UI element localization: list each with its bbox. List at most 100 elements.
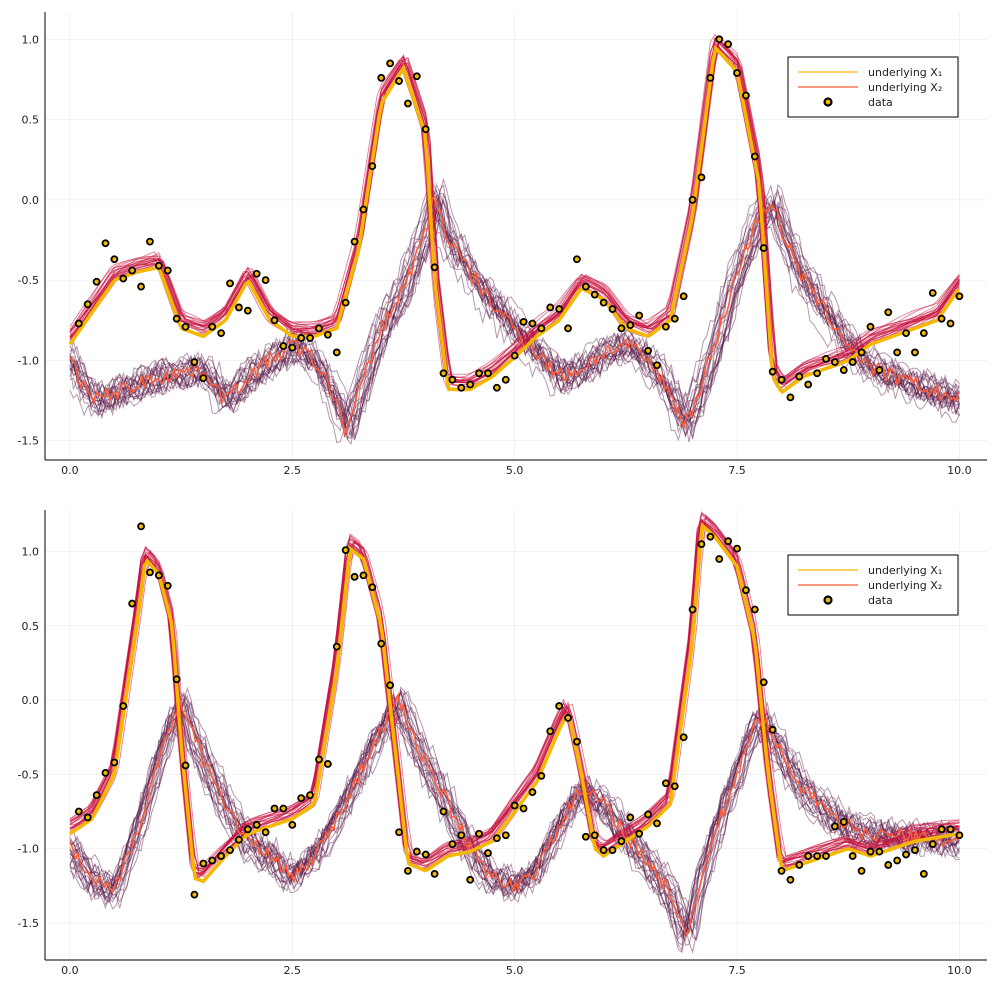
data-point xyxy=(110,255,119,264)
data-point xyxy=(537,771,546,780)
data-point xyxy=(101,768,110,777)
data-point xyxy=(724,537,733,546)
data-point xyxy=(902,850,910,859)
data-point xyxy=(839,366,848,374)
data-point xyxy=(599,298,608,307)
data-point xyxy=(279,804,288,813)
data-point xyxy=(341,298,350,307)
data-point xyxy=(501,831,510,840)
data-point xyxy=(724,40,733,49)
data-point xyxy=(350,572,359,581)
underlying-x1-line xyxy=(68,522,959,884)
data-point xyxy=(181,761,190,770)
data-point xyxy=(564,324,572,333)
ensemble-x1-line xyxy=(69,43,960,384)
ensemble-x2-line xyxy=(69,700,960,937)
legend-label: underlying X₁ xyxy=(868,564,942,577)
data-point xyxy=(74,319,83,328)
data-point xyxy=(439,369,448,378)
data-point xyxy=(430,263,439,272)
data-point xyxy=(581,832,590,841)
data-point xyxy=(653,819,661,828)
y-tick-label: -1.5 xyxy=(18,435,39,448)
data-point xyxy=(306,334,314,342)
x-tick-label: 0.0 xyxy=(61,964,79,977)
y-tick-label: 0.0 xyxy=(22,194,40,207)
data-point xyxy=(617,837,626,846)
data-point xyxy=(492,834,501,843)
data-point xyxy=(279,342,288,350)
data-point xyxy=(804,852,813,860)
data-point xyxy=(884,861,893,869)
data-point xyxy=(163,581,172,590)
data-point xyxy=(679,292,688,301)
x-tick-label: 2.5 xyxy=(284,464,302,477)
data-point xyxy=(457,383,466,392)
data-point xyxy=(92,791,101,800)
data-point xyxy=(421,125,430,134)
ensemble-x2-line xyxy=(69,713,960,955)
data-point xyxy=(315,324,323,333)
data-point xyxy=(288,343,297,352)
data-point xyxy=(937,314,946,323)
data-point xyxy=(768,725,777,734)
legend-label: underlying X₂ xyxy=(868,81,942,94)
data-point xyxy=(875,847,884,856)
data-point xyxy=(297,334,306,342)
legend-label: data xyxy=(868,594,893,607)
ensemble-x1-line xyxy=(69,519,960,874)
data-point xyxy=(83,300,92,309)
data-point xyxy=(154,571,163,580)
data-point xyxy=(163,266,172,275)
ensemble-x2-line xyxy=(69,194,960,441)
data-point xyxy=(750,152,759,161)
ensemble-x2-line xyxy=(69,702,960,942)
data-point xyxy=(804,380,813,389)
data-point xyxy=(208,322,217,331)
y-tick-label: 0.5 xyxy=(22,114,40,127)
data-point xyxy=(404,99,412,108)
data-point xyxy=(199,374,208,383)
data-point xyxy=(146,237,154,246)
data-point xyxy=(822,852,830,860)
data-point xyxy=(466,875,475,884)
data-point xyxy=(92,277,101,286)
ensemble-x2-line xyxy=(69,207,960,439)
ensemble-x2-line xyxy=(69,712,960,954)
data-point xyxy=(697,540,706,549)
data-point xyxy=(510,801,519,810)
ensemble-x2-line xyxy=(69,184,960,418)
data-point xyxy=(733,544,741,553)
data-point xyxy=(946,825,955,834)
data-point xyxy=(226,279,234,288)
data-point xyxy=(128,266,137,275)
data-point xyxy=(590,831,599,840)
data-point xyxy=(448,375,457,384)
data-point xyxy=(555,305,564,313)
data-point xyxy=(484,849,492,857)
data-point xyxy=(742,91,750,100)
data-point xyxy=(564,714,572,722)
data-point xyxy=(555,702,564,710)
ensemble-x2-line xyxy=(69,195,960,429)
data-point xyxy=(590,290,599,299)
data-point xyxy=(759,244,768,252)
data-point xyxy=(786,875,795,884)
ensemble-x2-line xyxy=(69,703,960,946)
data-point xyxy=(715,35,724,44)
data-point xyxy=(644,346,652,355)
data-point xyxy=(172,314,181,323)
data-point xyxy=(484,369,492,378)
data-point xyxy=(777,375,786,384)
data-point xyxy=(208,856,217,865)
data-point xyxy=(332,348,341,357)
ensemble-x1-line xyxy=(69,40,960,389)
data-point xyxy=(83,813,92,822)
data-point xyxy=(368,162,377,171)
data-point xyxy=(235,303,243,312)
subplot-1: 0.0 2.5 5.0 7.5 10.0 -1.5 -1.0 -0.5 0.0 0.5 1.0 und… xyxy=(18,12,987,477)
ensemble-x2-line xyxy=(69,181,960,419)
data-point xyxy=(270,316,279,325)
data-point xyxy=(306,791,314,800)
y-tick-label: 0.0 xyxy=(22,694,40,707)
